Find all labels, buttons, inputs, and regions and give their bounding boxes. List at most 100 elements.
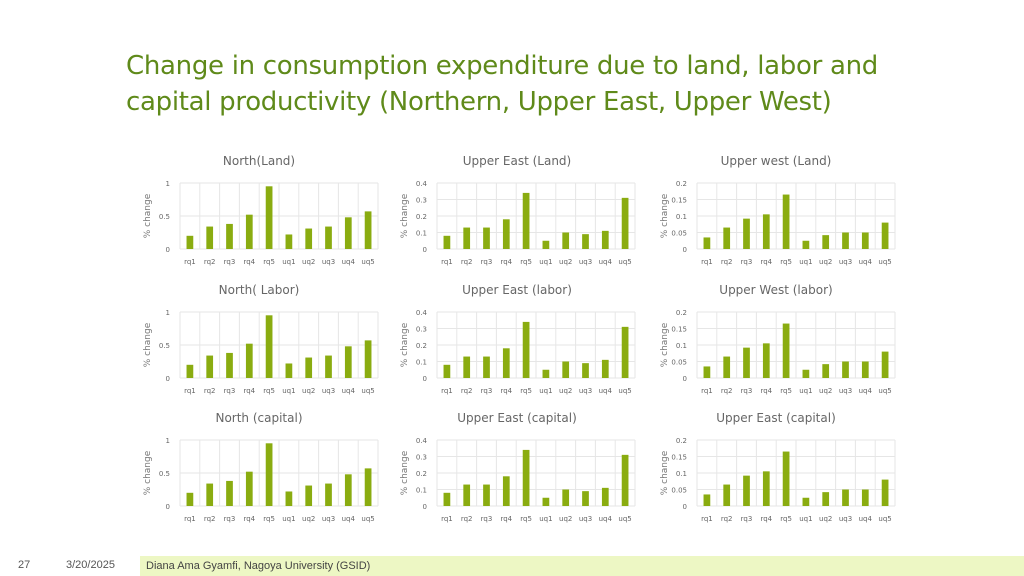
y-tick-label: 0 bbox=[166, 246, 170, 254]
x-tick-label: rq5 bbox=[520, 515, 532, 523]
bar-uq5 bbox=[621, 326, 629, 378]
bar-rq1 bbox=[443, 492, 451, 506]
x-tick-label: uq4 bbox=[859, 515, 873, 523]
y-tick-label: 0.05 bbox=[671, 359, 687, 367]
bar-rq5 bbox=[782, 323, 790, 378]
chart-title: North(Land) bbox=[223, 154, 295, 168]
y-tick-label: 0.15 bbox=[671, 197, 687, 205]
x-tick-label: rq4 bbox=[500, 258, 512, 266]
y-tick-label: 0.3 bbox=[416, 197, 427, 205]
x-tick-label: rq2 bbox=[204, 515, 216, 523]
slide-title: Change in consumption expenditure due to… bbox=[126, 48, 926, 120]
x-tick-label: uq4 bbox=[342, 258, 356, 266]
bar-rq5 bbox=[265, 186, 273, 249]
bar-uq1 bbox=[542, 240, 550, 249]
y-tick-label: 0.5 bbox=[159, 213, 170, 221]
bar-rq1 bbox=[186, 235, 194, 249]
x-tick-label: uq2 bbox=[302, 387, 315, 395]
bar-uq1 bbox=[542, 497, 550, 506]
x-tick-label: uq4 bbox=[599, 258, 613, 266]
x-tick-label: rq2 bbox=[461, 515, 473, 523]
x-tick-label: uq5 bbox=[878, 387, 891, 395]
x-tick-label: uq5 bbox=[618, 515, 631, 523]
x-tick-label: uq2 bbox=[819, 387, 832, 395]
x-tick-label: uq3 bbox=[322, 387, 335, 395]
bar-rq2 bbox=[723, 356, 731, 378]
x-tick-label: rq5 bbox=[263, 515, 275, 523]
bar-rq4 bbox=[245, 471, 253, 506]
chart-1: North(Land) 0 0.5 1 % change rq1 rq2 rq3 rq4 rq5 u… bbox=[143, 154, 379, 266]
x-tick-label: rq2 bbox=[204, 258, 216, 266]
y-tick-label: 0 bbox=[683, 503, 687, 511]
bar-rq2 bbox=[463, 356, 471, 378]
bar-rq2 bbox=[206, 483, 214, 506]
bar-rq3 bbox=[226, 480, 233, 506]
y-tick-label: 0.1 bbox=[416, 487, 427, 495]
bar-rq3 bbox=[483, 356, 490, 378]
bar-rq1 bbox=[443, 235, 451, 249]
chart-title: Upper East (capital) bbox=[457, 411, 577, 425]
bar-uq4 bbox=[601, 487, 609, 506]
x-tick-label: uq1 bbox=[799, 515, 812, 523]
chart-title: Upper West (labor) bbox=[719, 283, 832, 297]
footer-left-panel bbox=[0, 556, 140, 576]
bar-rq4 bbox=[502, 348, 510, 378]
chart-2: Upper East (Land) 0 0.1 0.2 0.3 0.4 % change rq… bbox=[400, 154, 636, 266]
x-tick-label: rq5 bbox=[780, 258, 792, 266]
x-tick-label: rq5 bbox=[520, 258, 532, 266]
bar-uq5 bbox=[364, 211, 372, 249]
x-tick-label: rq4 bbox=[243, 258, 255, 266]
bar-uq2 bbox=[305, 485, 313, 506]
bar-uq3 bbox=[325, 226, 332, 249]
x-tick-label: rq4 bbox=[760, 258, 772, 266]
x-tick-label: uq4 bbox=[599, 515, 613, 523]
x-tick-label: rq2 bbox=[721, 387, 733, 395]
bar-uq4 bbox=[861, 361, 869, 378]
footer-bar bbox=[140, 556, 1024, 576]
bar-uq5 bbox=[364, 468, 372, 506]
y-tick-label: 0.05 bbox=[671, 487, 687, 495]
y-tick-label: 1 bbox=[166, 180, 170, 188]
x-tick-label: rq1 bbox=[701, 387, 713, 395]
x-tick-label: uq5 bbox=[878, 515, 891, 523]
y-axis-label: % change bbox=[143, 450, 153, 495]
x-tick-label: uq3 bbox=[839, 258, 852, 266]
x-tick-label: rq1 bbox=[441, 387, 453, 395]
x-tick-label: uq2 bbox=[819, 258, 832, 266]
chart-4: North( Labor) 0 0.5 1 % change rq1 rq2 rq3 rq4 rq… bbox=[143, 283, 379, 395]
bar-rq3 bbox=[226, 352, 233, 378]
x-tick-label: uq4 bbox=[342, 515, 356, 523]
x-tick-label: uq1 bbox=[799, 387, 812, 395]
x-tick-label: uq3 bbox=[839, 387, 852, 395]
bar-uq2 bbox=[822, 492, 830, 506]
bar-uq1 bbox=[802, 497, 810, 506]
bar-rq3 bbox=[743, 475, 750, 506]
x-tick-label: rq4 bbox=[243, 515, 255, 523]
bar-rq3 bbox=[483, 227, 490, 249]
y-tick-label: 0 bbox=[423, 375, 427, 383]
x-tick-label: rq1 bbox=[184, 387, 196, 395]
x-tick-label: rq1 bbox=[701, 515, 713, 523]
y-tick-label: 0 bbox=[166, 375, 170, 383]
bar-rq3 bbox=[483, 484, 490, 506]
bar-rq2 bbox=[723, 484, 731, 506]
bar-rq2 bbox=[723, 227, 731, 249]
bar-uq2 bbox=[562, 489, 570, 506]
bar-uq1 bbox=[285, 363, 293, 378]
bar-uq3 bbox=[842, 361, 849, 378]
x-tick-label: uq4 bbox=[342, 387, 356, 395]
y-tick-label: 0 bbox=[683, 375, 687, 383]
x-tick-label: rq1 bbox=[441, 515, 453, 523]
bar-rq4 bbox=[762, 343, 770, 378]
y-tick-label: 0.2 bbox=[416, 470, 427, 478]
y-axis-label: % change bbox=[400, 322, 410, 367]
y-tick-label: 0.1 bbox=[416, 359, 427, 367]
x-tick-label: rq3 bbox=[481, 387, 493, 395]
x-tick-label: uq5 bbox=[618, 387, 631, 395]
bar-uq1 bbox=[802, 369, 810, 378]
x-tick-label: uq2 bbox=[302, 258, 315, 266]
x-tick-label: uq4 bbox=[599, 387, 613, 395]
chart-title: North( Labor) bbox=[219, 283, 300, 297]
bar-rq5 bbox=[265, 443, 273, 506]
x-tick-label: rq3 bbox=[224, 258, 236, 266]
